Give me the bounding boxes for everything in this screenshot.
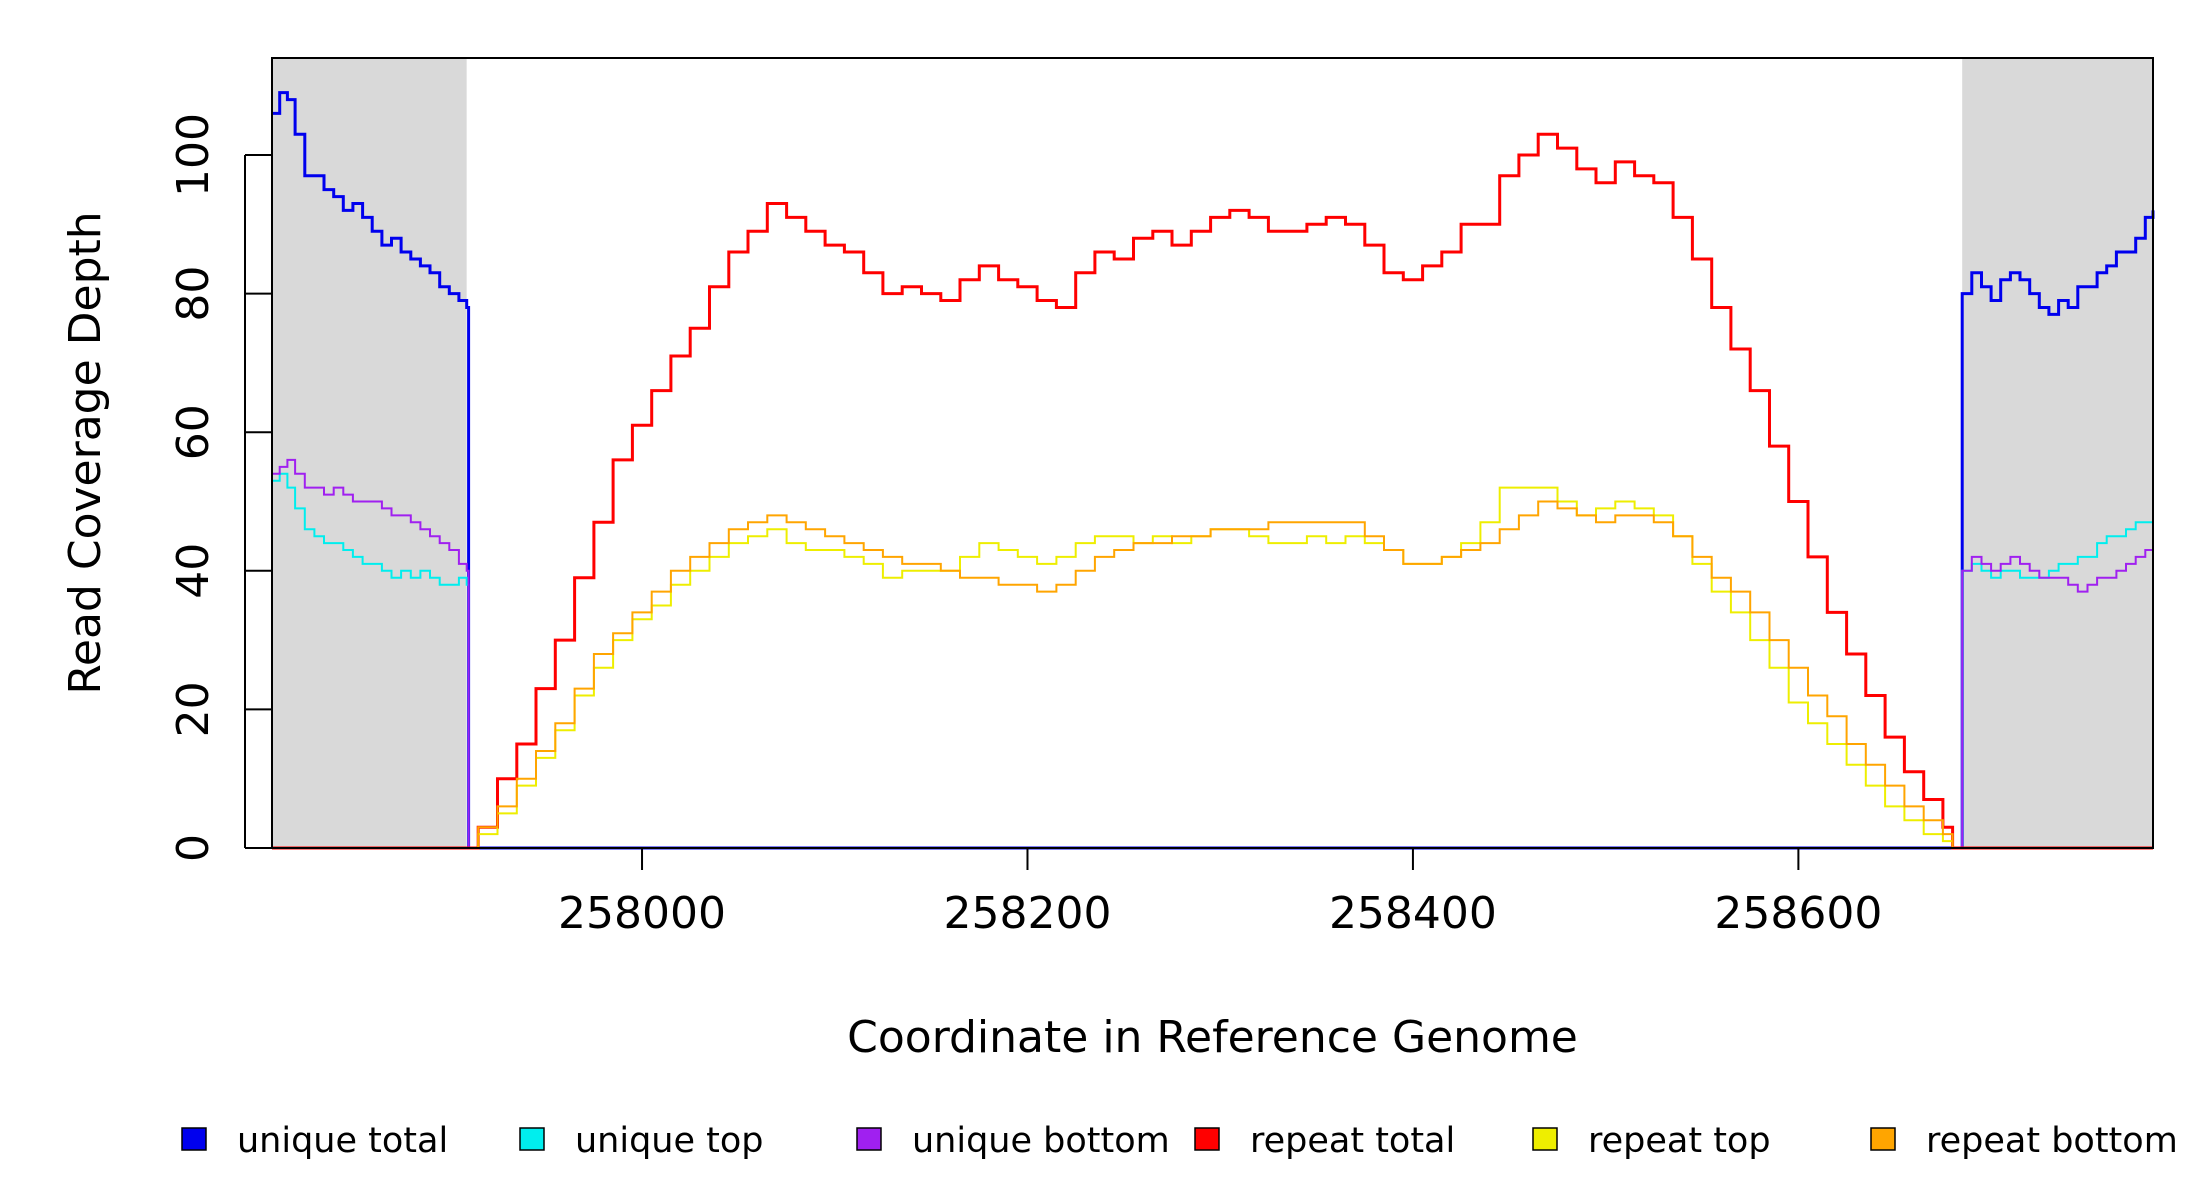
y-tick-label: 100 <box>168 113 219 197</box>
legend: unique total unique top unique bottom repea… <box>181 1121 2178 1161</box>
legend-label-unique-bottom: unique bottom <box>912 1121 1170 1161</box>
legend-label-repeat-total: repeat total <box>1250 1121 1455 1161</box>
legend-label-repeat-top: repeat top <box>1588 1121 1771 1161</box>
x-tick-label: 258200 <box>943 888 1111 939</box>
plot-frame <box>271 57 2154 849</box>
legend-swatch-unique-top <box>519 1127 545 1151</box>
y-tick-label: 40 <box>168 543 219 599</box>
shaded-region-0 <box>272 58 467 848</box>
x-axis-title: Coordinate in Reference Genome <box>847 1012 1578 1063</box>
legend-swatch-repeat-total <box>1194 1127 1220 1151</box>
x-tick-label: 258000 <box>558 888 726 939</box>
x-tick-label: 258400 <box>1329 888 1497 939</box>
shaded-regions <box>272 58 2153 848</box>
shaded-region-1 <box>1962 58 2153 848</box>
series-line-unique-top <box>272 472 2153 849</box>
y-tick-label: 80 <box>168 266 219 322</box>
y-tick-label: 20 <box>168 681 219 737</box>
series-line-unique-total <box>272 91 2155 850</box>
legend-label-repeat-bottom: repeat bottom <box>1926 1121 2178 1161</box>
legend-swatch-unique-total <box>181 1127 207 1151</box>
legend-swatch-repeat-bottom <box>1870 1127 1896 1151</box>
series-line-repeat-total <box>272 132 2153 850</box>
legend-swatch-repeat-top <box>1532 1127 1558 1151</box>
y-axis-title: Read Coverage Depth <box>60 211 111 694</box>
y-tick-label: 60 <box>168 404 219 460</box>
x-tick-label: 258600 <box>1714 888 1882 939</box>
series-lines <box>272 91 2155 850</box>
legend-label-unique-top: unique top <box>575 1121 764 1161</box>
series-line-repeat-bottom <box>272 500 2153 849</box>
axes: 258000 258200 258400 258600 0 20 40 60 80 100 <box>168 113 1882 939</box>
y-tick-label: 0 <box>168 834 219 862</box>
legend-swatch-unique-bottom <box>856 1127 882 1151</box>
legend-label-unique-total: unique total <box>237 1121 448 1161</box>
